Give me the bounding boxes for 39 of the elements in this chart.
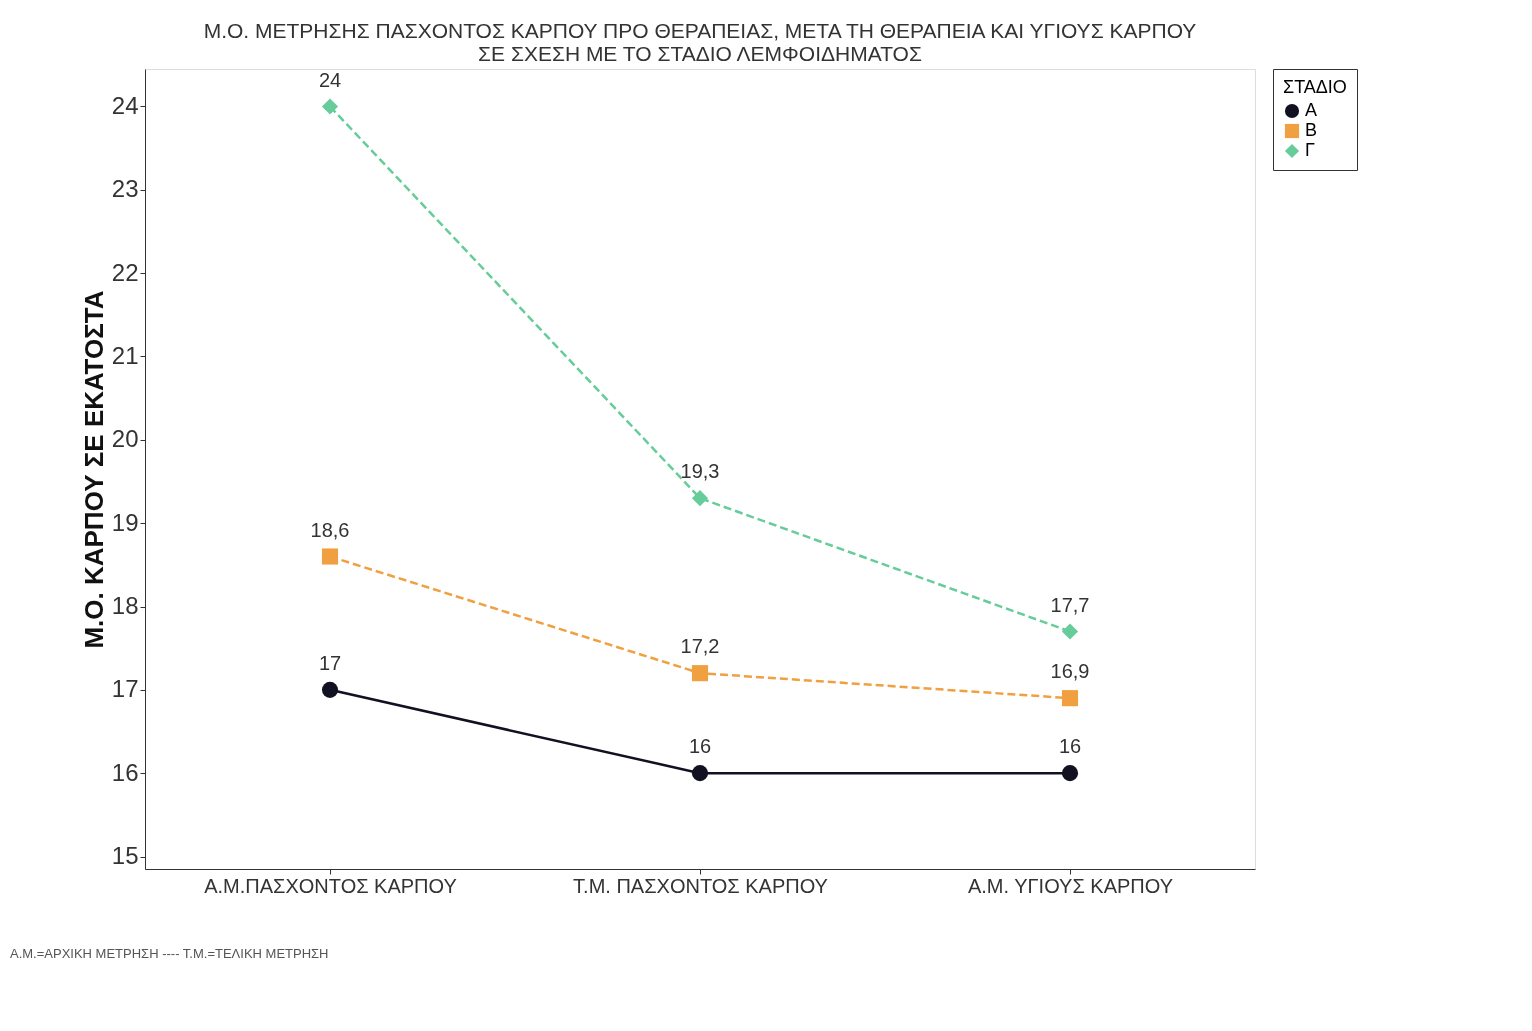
data-label: 17,2 bbox=[680, 635, 720, 658]
legend-label: Γ bbox=[1305, 140, 1315, 160]
legend-label: Β bbox=[1305, 120, 1318, 140]
data-label: 16,9 bbox=[1050, 660, 1090, 683]
point bbox=[691, 490, 709, 507]
text: ΣΕ ΣΧΕΣΗ ΜΕ ΤΟ ΣΤΑΔΙΟ ΛΕΜΦΟΙΔΗΜΑΤΟΣ bbox=[478, 41, 922, 65]
data-label: 17,7 bbox=[1050, 593, 1090, 616]
data-label: 24 bbox=[318, 68, 342, 91]
point bbox=[321, 98, 339, 115]
point bbox=[1061, 623, 1079, 640]
x-tick-label: Α.Μ.ΠΑΣΧΟΝΤΟΣ ΚΑΡΠΟΥ bbox=[204, 874, 457, 897]
text: Α.Μ.=ΑΡΧΙΚΗ ΜΕΤΡΗΣΗ ---- Τ.Μ.=ΤΕΛΙΚΗ ΜΕΤΡΗΣΗ bbox=[10, 946, 329, 961]
y-tick-label: 17 bbox=[111, 675, 139, 703]
y-tick-label: 15 bbox=[111, 842, 139, 869]
data-label: 16 bbox=[1058, 735, 1082, 758]
y-tick-label: 22 bbox=[111, 258, 139, 286]
text: Μ.Ο. ΜΕΤΡΗΣΗΣ ΠΑΣΧΟΝΤΟΣ ΚΑΡΠΟΥ ΠΡΟ ΘΕΡΑΠΕΙΑΣ, ΜΕΤΑ ΤΗ ΘΕΡΑΠΕΙΑ ΚΑΙ ΥΓΙΟΥΣ ΚΑΡΠΟΥ bbox=[203, 18, 1197, 42]
point bbox=[1061, 690, 1079, 707]
point bbox=[691, 665, 709, 682]
y-tick-label: 16 bbox=[111, 758, 139, 786]
point bbox=[1061, 765, 1079, 782]
data-label: 17 bbox=[318, 651, 342, 674]
x-tick-label: Τ.Μ. ΠΑΣΧΟΝΤΟΣ ΚΑΡΠΟΥ bbox=[573, 874, 828, 897]
data-label: 18,6 bbox=[310, 518, 350, 541]
point bbox=[321, 681, 339, 698]
x-tick-label: Α.Μ. ΥΓΙΟΥΣ ΚΑΡΠΟΥ bbox=[967, 874, 1174, 897]
legend-title: ΣΤΑΔΙΟ bbox=[1283, 77, 1347, 97]
y-tick-label: 21 bbox=[111, 342, 139, 369]
data-label: 19,3 bbox=[680, 460, 720, 483]
data-label: 16 bbox=[688, 735, 712, 758]
point bbox=[691, 765, 709, 782]
legend-label: Α bbox=[1305, 100, 1318, 120]
y-axis-title: Μ.Ο. ΚΑΡΠΟΥ ΣΕ ΕΚΑΤΟΣΤΑ bbox=[78, 290, 109, 649]
y-tick-label: 20 bbox=[111, 425, 139, 453]
y-tick-label: 23 bbox=[111, 175, 139, 203]
y-tick-label: 24 bbox=[111, 92, 139, 119]
y-tick-label: 19 bbox=[111, 508, 139, 536]
y-tick-label: 18 bbox=[111, 592, 139, 619]
point bbox=[321, 548, 339, 565]
